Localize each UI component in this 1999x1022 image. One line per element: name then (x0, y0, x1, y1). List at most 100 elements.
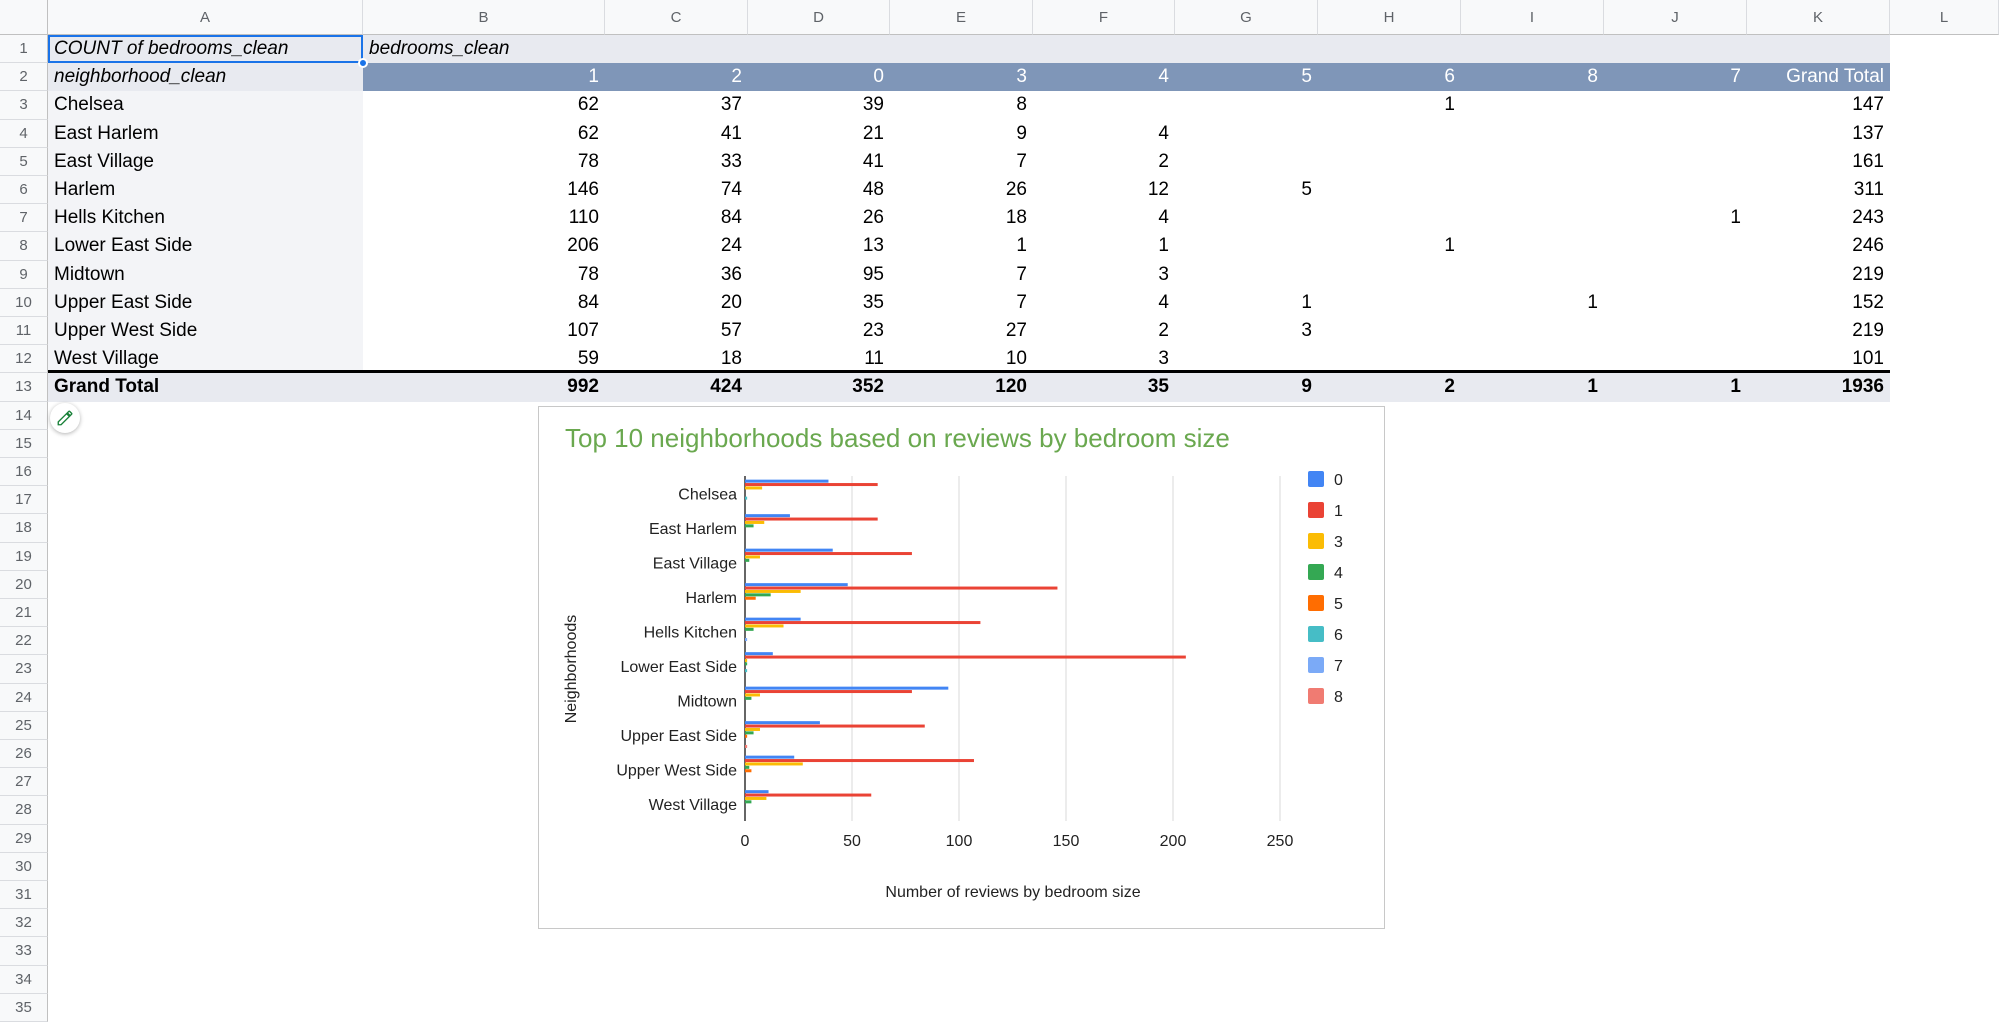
pivot-value-cell[interactable]: 41 (862, 150, 884, 172)
pivot-column-header[interactable]: 5 (1301, 66, 1312, 88)
pivot-row-label[interactable]: Chelsea (54, 94, 124, 116)
pivot-value-cell[interactable]: 37 (720, 94, 742, 116)
row-header-22[interactable]: 22 (0, 627, 48, 656)
bar-5[interactable] (745, 734, 748, 738)
row-header-10[interactable]: 10 (0, 288, 48, 317)
pivot-value-cell[interactable]: 41 (720, 122, 742, 144)
bar-0[interactable] (745, 583, 848, 587)
bar-0[interactable] (745, 686, 949, 690)
pivot-value-label[interactable]: COUNT of bedrooms_clean (54, 38, 289, 60)
row-header-21[interactable]: 21 (0, 599, 48, 628)
pivot-value-cell[interactable]: 84 (577, 291, 599, 313)
pivot-column-header[interactable]: 6 (1444, 66, 1455, 88)
pivot-value-cell[interactable]: 219 (1852, 263, 1884, 285)
pivot-value-cell[interactable]: 26 (1005, 179, 1027, 201)
pivot-value-cell[interactable]: 243 (1852, 207, 1884, 229)
pivot-column-header[interactable]: 4 (1158, 66, 1169, 88)
row-header-7[interactable]: 7 (0, 204, 48, 233)
pivot-value-cell[interactable]: 62 (577, 94, 599, 116)
bar-0[interactable] (745, 548, 833, 552)
pivot-value-cell[interactable]: 39 (862, 94, 884, 116)
row-header-13[interactable]: 13 (0, 373, 48, 402)
bar-5[interactable] (745, 769, 752, 773)
pivot-value-cell[interactable]: 1 (1301, 291, 1312, 313)
bar-3[interactable] (745, 658, 748, 662)
bar-4[interactable] (745, 593, 771, 597)
pivot-value-cell[interactable]: 95 (862, 263, 884, 285)
bar-1[interactable] (745, 552, 912, 556)
fill-handle[interactable] (358, 58, 368, 69)
grand-total-value[interactable]: 2 (1444, 376, 1455, 398)
pivot-row-field[interactable]: neighborhood_clean (54, 66, 227, 88)
pivot-value-cell[interactable]: 4 (1158, 122, 1169, 144)
pivot-row-label[interactable]: East Harlem (54, 122, 159, 144)
bar-0[interactable] (745, 617, 801, 621)
bar-4[interactable] (745, 800, 752, 804)
bar-3[interactable] (745, 796, 767, 800)
row-header-3[interactable]: 3 (0, 91, 48, 120)
pivot-value-cell[interactable]: 1 (1444, 94, 1455, 116)
pivot-value-cell[interactable]: 11 (864, 348, 884, 370)
pivot-column-field[interactable]: bedrooms_clean (369, 38, 510, 60)
bar-6[interactable] (745, 496, 748, 500)
pivot-value-cell[interactable]: 74 (720, 179, 742, 201)
pivot-value-cell[interactable]: 147 (1852, 94, 1884, 116)
bar-8[interactable] (745, 744, 748, 748)
bar-1[interactable] (745, 690, 912, 694)
grand-total-value[interactable]: 35 (1147, 376, 1169, 398)
pivot-value-cell[interactable]: 3 (1158, 263, 1169, 285)
bar-chart[interactable]: Top 10 neighborhoods based on reviews by… (538, 406, 1385, 929)
row-header-28[interactable]: 28 (0, 796, 48, 825)
pivot-value-cell[interactable]: 3 (1301, 320, 1312, 342)
bar-6[interactable] (745, 669, 748, 673)
column-header-c[interactable]: C (605, 0, 748, 35)
bar-5[interactable] (745, 596, 756, 600)
pivot-column-header[interactable]: 7 (1730, 66, 1741, 88)
pivot-value-cell[interactable]: 21 (862, 122, 884, 144)
select-all-corner[interactable] (0, 0, 48, 35)
bar-3[interactable] (745, 589, 801, 593)
bar-1[interactable] (745, 621, 981, 625)
bar-4[interactable] (745, 765, 750, 769)
grand-total-value[interactable]: 120 (995, 376, 1027, 398)
row-header-9[interactable]: 9 (0, 260, 48, 289)
pivot-value-cell[interactable]: 13 (862, 235, 884, 257)
column-header-a[interactable]: A (48, 0, 363, 35)
bar-1[interactable] (745, 759, 974, 763)
row-header-6[interactable]: 6 (0, 176, 48, 205)
pivot-value-cell[interactable]: 4 (1158, 207, 1169, 229)
pivot-value-cell[interactable]: 1 (1587, 291, 1598, 313)
pivot-value-cell[interactable]: 246 (1852, 235, 1884, 257)
pivot-value-cell[interactable]: 311 (1853, 179, 1884, 201)
bar-3[interactable] (745, 520, 765, 524)
pivot-column-header[interactable]: 3 (1016, 66, 1027, 88)
pivot-value-cell[interactable]: 110 (568, 207, 599, 229)
pivot-value-cell[interactable]: 24 (720, 235, 742, 257)
pivot-value-cell[interactable]: 1 (1444, 235, 1455, 257)
pivot-value-cell[interactable]: 3 (1158, 348, 1169, 370)
pivot-value-cell[interactable]: 62 (577, 122, 599, 144)
row-header-26[interactable]: 26 (0, 740, 48, 769)
edit-pivot-button[interactable] (50, 403, 80, 433)
bar-0[interactable] (745, 721, 820, 725)
bar-0[interactable] (745, 755, 795, 759)
bar-1[interactable] (745, 793, 872, 797)
pivot-value-cell[interactable]: 146 (567, 179, 599, 201)
pivot-value-cell[interactable]: 8 (1016, 94, 1027, 116)
pivot-value-cell[interactable]: 12 (1147, 179, 1169, 201)
pivot-value-cell[interactable]: 27 (1005, 320, 1027, 342)
pivot-value-cell[interactable]: 7 (1016, 263, 1027, 285)
pivot-value-cell[interactable]: 33 (720, 150, 742, 172)
pivot-value-cell[interactable]: 101 (1852, 348, 1884, 370)
row-header-15[interactable]: 15 (0, 429, 48, 458)
row-header-5[interactable]: 5 (0, 147, 48, 176)
column-header-k[interactable]: K (1747, 0, 1890, 35)
pivot-value-cell[interactable]: 48 (862, 179, 884, 201)
pivot-value-cell[interactable]: 2 (1158, 150, 1169, 172)
pivot-column-header[interactable]: Grand Total (1786, 66, 1884, 88)
bar-7[interactable] (745, 638, 748, 642)
pivot-value-cell[interactable]: 107 (567, 320, 599, 342)
column-header-f[interactable]: F (1033, 0, 1175, 35)
row-header-8[interactable]: 8 (0, 232, 48, 261)
